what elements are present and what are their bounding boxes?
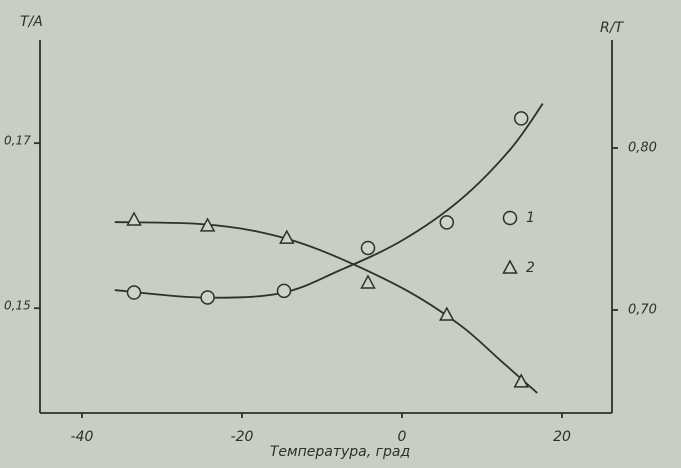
point [439, 215, 455, 230]
point [360, 274, 376, 289]
legend-label: 1 [526, 210, 535, 226]
legend-marker [502, 259, 518, 274]
legend-label: 2 [526, 260, 535, 276]
point [513, 111, 529, 126]
point [199, 217, 216, 232]
x-tick-label: 20 [553, 429, 571, 445]
point [513, 373, 529, 388]
y-axis-title: T/A [20, 14, 43, 30]
x-tick-label: 0 [398, 429, 407, 445]
y2-tick-label: 0,70 [628, 302, 657, 317]
x-tick-label: -40 [71, 429, 94, 445]
legend-marker [502, 210, 518, 226]
fit-curve [114, 103, 544, 299]
point [200, 290, 215, 305]
y-tick-label: 0,15 [4, 299, 31, 313]
x-axis-title: Температура, град [270, 444, 410, 460]
point [126, 211, 142, 226]
y2-tick-label: 0,80 [628, 141, 657, 156]
point [276, 283, 292, 299]
x-tick-label: -20 [231, 429, 254, 445]
point [279, 229, 295, 244]
point [439, 306, 455, 321]
y2-axis-title: R/T [600, 20, 624, 36]
fit-curve [114, 221, 538, 394]
point [126, 285, 142, 300]
point [360, 240, 376, 256]
y-tick-label: 0,17 [4, 134, 31, 148]
